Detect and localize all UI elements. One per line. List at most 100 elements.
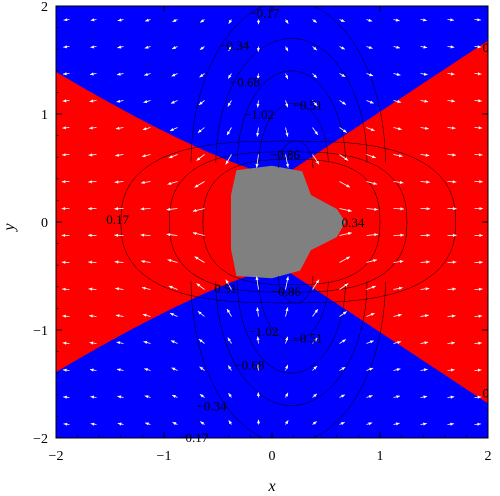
- arrow-head: [166, 207, 171, 211]
- arrow-head: [142, 127, 147, 131]
- contour-line: [120, 140, 456, 304]
- arrow-head: [426, 180, 430, 184]
- arrow-head: [114, 233, 118, 237]
- arrow-head: [63, 45, 67, 49]
- arrow-head: [228, 393, 232, 397]
- arrow-head: [368, 45, 373, 49]
- arrow-head: [255, 276, 259, 281]
- arrow-head: [346, 256, 350, 260]
- arrow-head: [115, 126, 120, 130]
- arrow-head: [396, 368, 401, 372]
- arrow-head: [117, 45, 122, 49]
- arrow-head: [63, 72, 67, 76]
- arrow-head: [170, 128, 174, 131]
- arrow-head: [172, 18, 177, 22]
- arrow-head: [143, 340, 148, 344]
- arrow-head: [452, 153, 456, 157]
- arrow-head: [399, 180, 404, 184]
- arrow-head: [341, 73, 346, 77]
- contour-label: 0.17: [106, 212, 129, 227]
- arrow-head: [424, 99, 429, 103]
- arrow-head: [313, 19, 317, 23]
- arrow-head: [479, 153, 483, 157]
- arrow-head: [371, 155, 376, 159]
- y-tick-label: −2: [33, 432, 48, 447]
- arrow-head: [399, 260, 404, 264]
- arrow-head: [170, 100, 175, 104]
- x-tick-label: −2: [49, 449, 64, 464]
- arrow-head: [144, 45, 149, 49]
- arrow-head: [452, 180, 457, 184]
- arrow-head: [227, 337, 231, 342]
- arrow-head: [398, 127, 402, 131]
- contour-line: [215, 281, 368, 406]
- arrow-head: [426, 260, 430, 264]
- arrow-head: [172, 46, 176, 49]
- contour-label: −0.17: [249, 6, 280, 21]
- arrow-head: [256, 48, 260, 52]
- arrow-head: [141, 260, 145, 264]
- x-axis-label: x: [267, 478, 275, 495]
- arrow-head: [89, 99, 94, 103]
- arrow-head: [90, 72, 94, 76]
- arrow-head: [256, 392, 260, 396]
- contour-line: [190, 281, 386, 438]
- arrow-head: [90, 395, 95, 399]
- contour-line: [202, 159, 381, 285]
- plot-regions: [56, 6, 488, 438]
- x-tick-label: 0: [269, 449, 276, 464]
- arrow-head: [168, 155, 173, 159]
- arrow-head: [170, 313, 174, 316]
- arrow-head: [341, 394, 345, 398]
- arrow-head: [479, 207, 483, 211]
- arrow-head: [115, 287, 119, 291]
- contour-label: −0.51: [293, 331, 323, 346]
- arrow-head: [172, 395, 176, 398]
- arrow-head: [256, 103, 260, 108]
- arrow-head: [141, 286, 146, 290]
- arrow-head: [62, 341, 67, 345]
- arrow-head: [478, 99, 482, 103]
- arrow-head: [479, 180, 483, 184]
- arrow-head: [256, 419, 261, 424]
- contour-label: 0: [483, 386, 490, 401]
- arrow-head: [313, 421, 317, 425]
- arrow-head: [62, 126, 66, 130]
- arrow-head: [424, 341, 429, 345]
- arrow-head: [450, 422, 454, 426]
- contour-label: 0: [483, 40, 490, 55]
- arrow-head: [285, 420, 289, 425]
- arrow-head: [142, 313, 147, 317]
- arrow-head: [396, 72, 401, 76]
- contour-label: −0.34: [219, 38, 250, 53]
- arrow-head: [450, 45, 455, 49]
- arrow-head: [62, 314, 66, 318]
- arrow-head: [370, 313, 375, 316]
- arrow-head: [426, 233, 431, 237]
- arrow-head: [255, 163, 259, 168]
- arrow-head: [117, 395, 122, 399]
- contour-line: [237, 281, 346, 374]
- arrow-head: [425, 153, 430, 157]
- x-tick-label: −1: [157, 449, 172, 464]
- arrow-head: [61, 207, 66, 211]
- arrow-head: [285, 307, 289, 312]
- x-tick-label: 2: [485, 449, 492, 464]
- arrow-head: [167, 259, 172, 263]
- arrow-head: [170, 340, 175, 344]
- arrow-head: [478, 126, 483, 130]
- arrow-head: [63, 395, 67, 399]
- arrow-head: [477, 395, 482, 399]
- arrow-head: [400, 207, 404, 211]
- arrow-head: [196, 283, 201, 287]
- arrow-head: [374, 207, 378, 211]
- arrow-head: [90, 422, 95, 426]
- arrow-head: [423, 422, 427, 426]
- arrow-head: [228, 365, 232, 370]
- arrow-head: [315, 160, 319, 165]
- arrow-head: [200, 421, 204, 425]
- arrow-head: [423, 72, 428, 76]
- core-region: [231, 165, 346, 279]
- arrow-head: [369, 367, 374, 371]
- arrow-head: [450, 368, 455, 372]
